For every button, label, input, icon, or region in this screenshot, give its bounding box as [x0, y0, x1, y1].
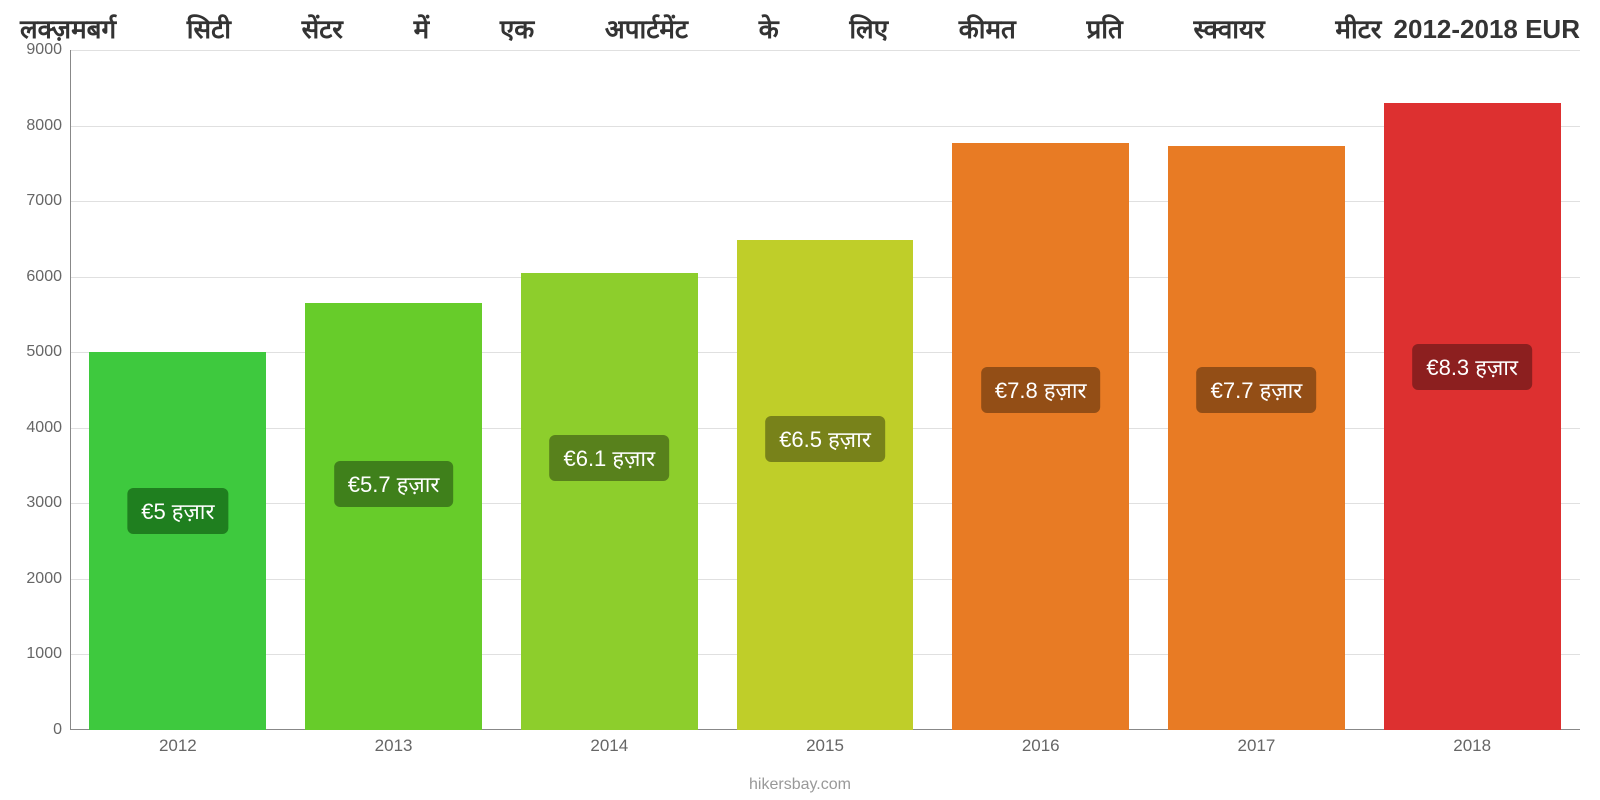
y-tick-label: 0: [7, 721, 62, 739]
title-word: अपार्टमेंट: [605, 10, 688, 46]
x-tick-label: 2013: [286, 736, 502, 756]
x-tick-label: 2016: [933, 736, 1149, 756]
bar-slot: €6.1 हज़ार: [501, 50, 717, 730]
bar-value-label: €8.3 हज़ार: [1412, 344, 1532, 390]
bar-slot: €7.7 हज़ार: [1149, 50, 1365, 730]
y-tick-label: 8000: [7, 117, 62, 135]
x-tick-label: 2018: [1364, 736, 1580, 756]
x-axis-labels: 2012201320142015201620172018: [70, 736, 1580, 756]
bar-value-label: €5.7 हज़ार: [334, 461, 454, 507]
plot-area: €5 हज़ार €5.7 हज़ार €6.1 हज़ार €6.5 हज़ार €7…: [70, 50, 1580, 730]
y-tick-label: 9000: [7, 41, 62, 59]
bar-slot: €6.5 हज़ार: [717, 50, 933, 730]
title-word: मीटर: [1335, 10, 1381, 46]
bar-slot: €5.7 हज़ार: [286, 50, 502, 730]
title-word: स्क्वायर: [1194, 10, 1265, 46]
y-tick-label: 1000: [7, 645, 62, 663]
bar-value-label: €5 हज़ार: [127, 488, 228, 534]
bar-value-label: €7.7 हज़ार: [1197, 367, 1317, 413]
title-word: एक: [500, 10, 534, 46]
title-word: के: [759, 10, 779, 46]
credit-text: hikersbay.com: [0, 776, 1600, 794]
title-word: कीमत: [959, 10, 1016, 46]
bar: €6.5 हज़ार: [737, 240, 914, 730]
chart-title-row: लक्ज़मबर्गसिटीसेंटरमेंएकअपार्टमेंटकेलिएक…: [20, 10, 1580, 46]
title-word: सिटी: [187, 10, 231, 46]
chart-title: लक्ज़मबर्गसिटीसेंटरमेंएकअपार्टमेंटकेलिएक…: [20, 10, 1382, 46]
x-tick-label: 2017: [1149, 736, 1365, 756]
bar-value-label: €7.8 हज़ार: [981, 367, 1101, 413]
chart-year-range: 2012-2018 EUR: [1394, 14, 1580, 45]
y-tick-label: 5000: [7, 343, 62, 361]
bar: €7.7 हज़ार: [1168, 146, 1345, 730]
title-word: प्रति: [1087, 10, 1123, 46]
bar: €7.8 हज़ार: [952, 143, 1129, 730]
x-tick-label: 2014: [501, 736, 717, 756]
bar: €5.7 हज़ार: [305, 303, 482, 730]
x-tick-label: 2015: [717, 736, 933, 756]
bar: €6.1 हज़ार: [521, 273, 698, 730]
title-word: में: [414, 10, 430, 46]
bars-group: €5 हज़ार €5.7 हज़ार €6.1 हज़ार €6.5 हज़ार €7…: [70, 50, 1580, 730]
y-tick-label: 4000: [7, 419, 62, 437]
title-word: सेंटर: [302, 10, 343, 46]
y-tick-label: 7000: [7, 192, 62, 210]
bar-slot: €7.8 हज़ार: [933, 50, 1149, 730]
title-word: लिए: [849, 10, 888, 46]
bar-value-label: €6.5 हज़ार: [765, 416, 885, 462]
bar: €5 हज़ार: [89, 352, 266, 730]
x-tick-label: 2012: [70, 736, 286, 756]
y-tick-label: 6000: [7, 268, 62, 286]
y-tick-label: 2000: [7, 570, 62, 588]
bar-value-label: €6.1 हज़ार: [549, 435, 669, 481]
bar: €8.3 हज़ार: [1384, 103, 1561, 730]
y-tick-label: 3000: [7, 494, 62, 512]
bar-slot: €5 हज़ार: [70, 50, 286, 730]
chart-container: लक्ज़मबर्गसिटीसेंटरमेंएकअपार्टमेंटकेलिएक…: [0, 0, 1600, 800]
bar-slot: €8.3 हज़ार: [1364, 50, 1580, 730]
